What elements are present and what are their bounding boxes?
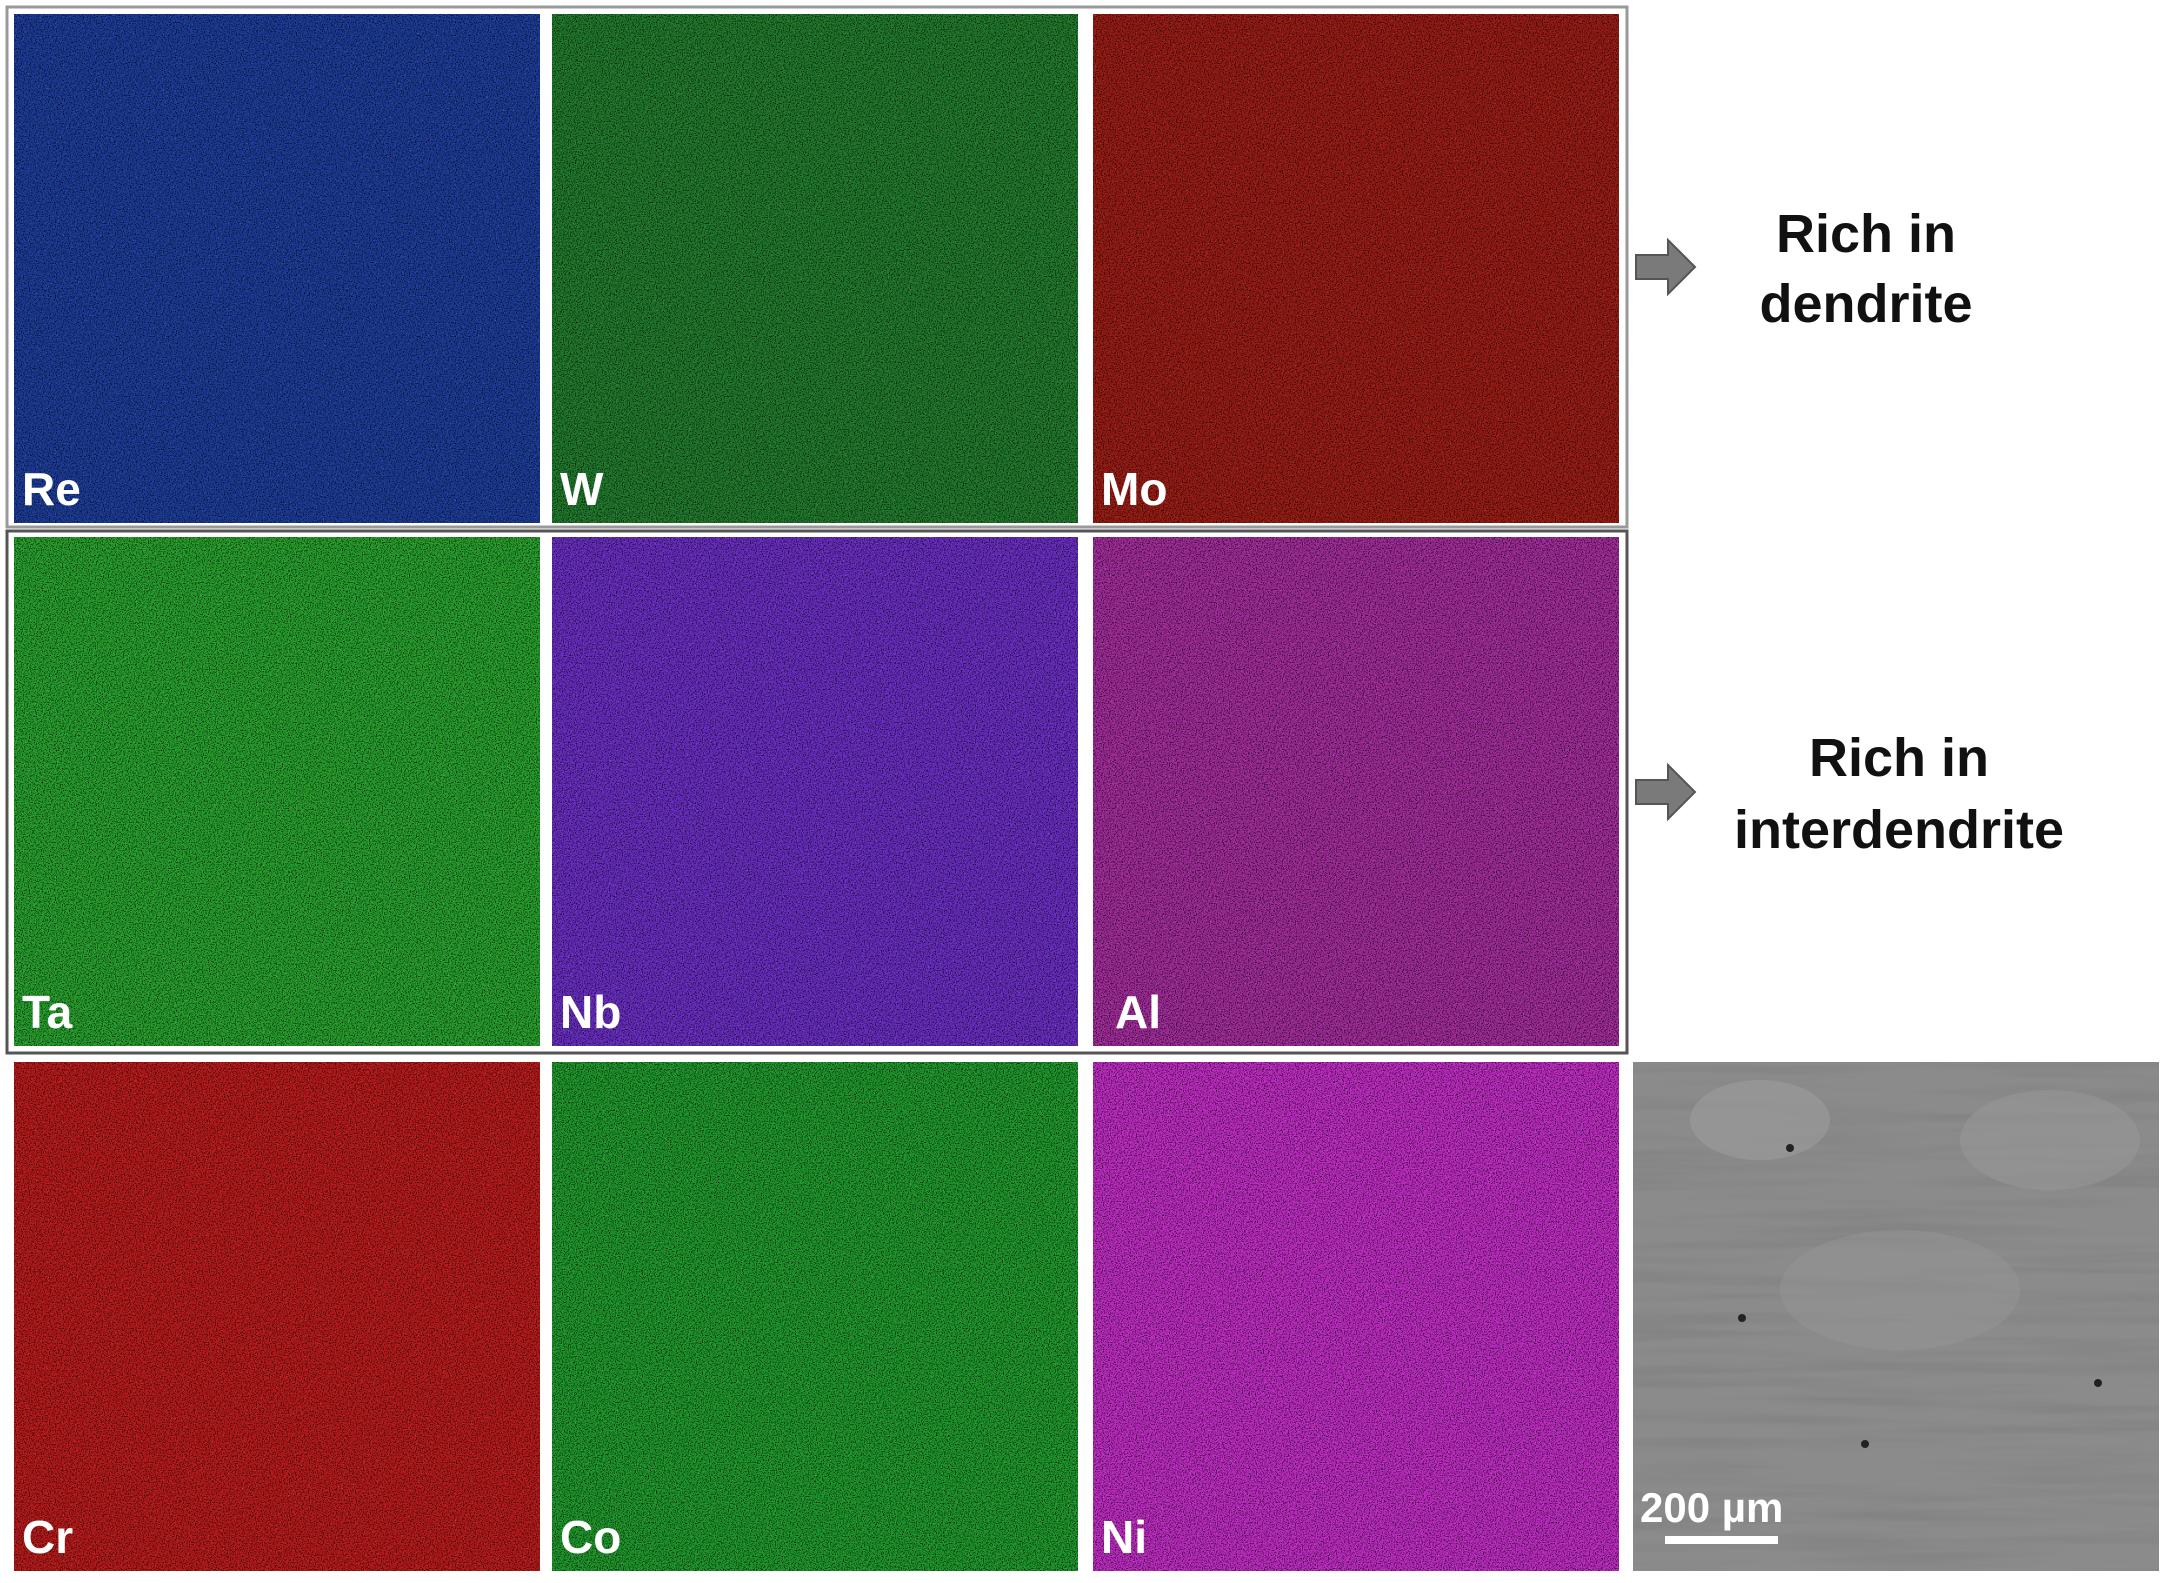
map-highlight — [552, 1062, 1078, 1571]
map-highlight — [552, 537, 1078, 1046]
annotation-line: interdendrite — [1734, 800, 2064, 860]
element-label: Mo — [1101, 463, 1167, 515]
element-map: Cr — [14, 1062, 540, 1571]
element-label: Nb — [560, 986, 621, 1038]
element-map: Co — [552, 1062, 1078, 1571]
sem-image: 200 µm — [1633, 1062, 2159, 1571]
element-label: Re — [22, 463, 81, 515]
element-label: Cr — [22, 1511, 73, 1563]
element-map: Re — [14, 14, 540, 523]
element-map: Al — [1093, 537, 1619, 1046]
annotation-line: dendrite — [1759, 274, 1972, 334]
element-label: Ni — [1101, 1511, 1147, 1563]
element-label: W — [560, 463, 604, 515]
annotation-line: Rich in — [1776, 204, 1956, 264]
map-highlight — [1093, 1062, 1619, 1571]
arrow — [1635, 237, 1697, 822]
annotation-line: Rich in — [1809, 728, 1989, 788]
group-frame — [5, 5, 1629, 529]
map-highlight — [552, 14, 1078, 523]
map-highlight — [14, 1062, 540, 1571]
element-label: Co — [560, 1511, 621, 1563]
element-map: W — [552, 14, 1078, 523]
element-map: Ni — [1093, 1062, 1619, 1571]
map-highlight — [1093, 14, 1619, 523]
map-highlight — [14, 14, 540, 523]
map-highlight — [1093, 537, 1619, 1046]
element-map: Mo — [1093, 14, 1619, 523]
map-highlight — [14, 537, 540, 1046]
element-label: Al — [1115, 986, 1161, 1038]
element-map: Nb — [552, 537, 1078, 1046]
element-map: Ta — [14, 537, 540, 1046]
group-frame — [5, 529, 1629, 1055]
element-label: Ta — [22, 986, 73, 1038]
scale-bar-label: 200 µm — [1640, 1484, 1783, 1531]
